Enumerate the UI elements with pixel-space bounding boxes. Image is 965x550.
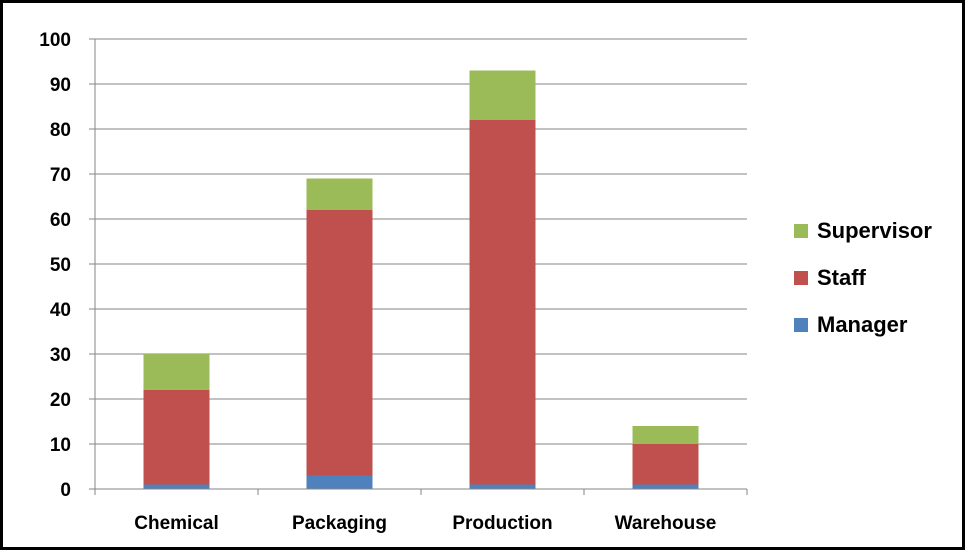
legend-swatch-staff <box>794 271 808 285</box>
x-tick-label: Packaging <box>292 513 387 534</box>
legend-label-supervisor: Supervisor <box>817 218 932 243</box>
bar-staff-warehouse <box>632 444 699 485</box>
bar-supervisor-chemical <box>143 354 210 390</box>
y-tick-label: 50 <box>50 255 71 276</box>
bar-supervisor-packaging <box>306 178 373 210</box>
bar-manager-chemical <box>143 484 210 489</box>
y-tick-label: 60 <box>50 210 71 231</box>
y-tick-label: 100 <box>39 30 71 51</box>
bar-staff-chemical <box>143 390 210 485</box>
x-tick-label: Chemical <box>134 513 218 534</box>
stacked-bar-chart: 0 10 20 30 40 50 60 70 80 90 100 Chemical Packaging P… <box>39 30 932 534</box>
bar-supervisor-production <box>469 70 536 120</box>
bars <box>143 70 699 489</box>
legend-label-manager: Manager <box>817 312 908 337</box>
legend-label-staff: Staff <box>817 265 867 290</box>
y-tick-label: 10 <box>50 435 71 456</box>
x-tick-label: Warehouse <box>615 513 717 534</box>
y-tick-label: 0 <box>60 480 71 501</box>
bar-manager-production <box>469 484 536 489</box>
x-tick-label: Production <box>452 513 552 534</box>
axes: 0 10 20 30 40 50 60 70 80 90 100 Chemical Packaging P… <box>39 30 748 534</box>
legend: Supervisor Staff Manager <box>794 218 932 337</box>
y-tick-label: 40 <box>50 300 71 321</box>
bar-manager-warehouse <box>632 484 699 489</box>
legend-swatch-manager <box>794 318 808 332</box>
y-tick-label: 80 <box>50 120 71 141</box>
y-tick-label: 20 <box>50 390 71 411</box>
bar-staff-production <box>469 120 536 485</box>
y-tick-label: 70 <box>50 165 71 186</box>
bar-supervisor-warehouse <box>632 426 699 444</box>
bar-manager-packaging <box>306 475 373 489</box>
bar-staff-packaging <box>306 210 373 476</box>
y-tick-label: 90 <box>50 75 71 96</box>
legend-swatch-supervisor <box>794 224 808 238</box>
y-tick-label: 30 <box>50 345 71 366</box>
